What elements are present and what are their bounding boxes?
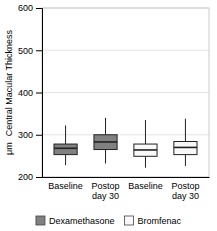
box xyxy=(54,144,77,155)
y-tick-mark xyxy=(36,177,42,178)
legend-item: Dexamethasone xyxy=(36,216,115,226)
x-tick: Postopday 30 xyxy=(171,181,199,201)
x-axis-line xyxy=(43,177,210,178)
x-axis: BaselinePostopday 30BaselinePostopday 30 xyxy=(43,178,210,202)
median xyxy=(134,149,157,151)
legend: Dexamethasone Bromfenac xyxy=(36,216,182,226)
x-tick-label: Baseline xyxy=(128,181,163,191)
whisker-upper xyxy=(105,118,106,135)
y-tick-mark xyxy=(36,135,42,136)
y-tick-label: 300 xyxy=(18,130,33,140)
x-tick-label: Postopday 30 xyxy=(171,181,199,201)
whisker-upper xyxy=(145,120,146,144)
legend-label: Dexamethasone xyxy=(49,216,115,226)
median xyxy=(54,147,77,149)
whisker-upper xyxy=(185,119,186,142)
y-tick-label: 200 xyxy=(18,172,33,182)
series xyxy=(134,119,197,168)
whisker-lower xyxy=(65,155,66,166)
median xyxy=(94,141,117,143)
grid-line xyxy=(42,92,209,93)
legend-label: Bromfenac xyxy=(138,216,182,226)
legend-swatch xyxy=(125,216,134,225)
box xyxy=(174,142,197,155)
x-tick-label-line: day 30 xyxy=(92,191,119,201)
y-tick: 200 xyxy=(18,172,42,182)
x-tick-label-line: Baseline xyxy=(128,181,163,191)
legend-item: Bromfenac xyxy=(125,216,182,226)
x-tick: Postopday 30 xyxy=(92,181,120,201)
y-tick-mark xyxy=(36,8,42,9)
x-tick: Baseline xyxy=(128,181,163,191)
median xyxy=(174,147,197,149)
grid-line xyxy=(42,50,209,51)
y-tick-label: 400 xyxy=(18,88,33,98)
x-tick-label-line: day 30 xyxy=(172,191,199,201)
y-label: Central Macular Thickness μm xyxy=(4,29,14,155)
y-tick: 400 xyxy=(18,88,42,98)
x-tick-label-line: Baseline xyxy=(48,181,83,191)
whisker-lower xyxy=(185,155,186,166)
y-tick-mark xyxy=(36,50,42,51)
chart-root: 200300400500600BaselinePostopday 30Basel… xyxy=(0,0,217,231)
box xyxy=(94,135,117,150)
x-tick-label: Postopday 30 xyxy=(92,181,120,201)
whisker-lower xyxy=(105,150,106,164)
whisker-lower xyxy=(145,156,146,167)
plot-frame xyxy=(42,8,209,177)
x-tick-label-line: Postop xyxy=(171,181,199,191)
grid-line xyxy=(42,134,209,135)
y-axis-line xyxy=(36,9,43,178)
y-tick: 300 xyxy=(18,130,42,140)
box xyxy=(134,144,157,156)
y-tick: 500 xyxy=(18,46,42,56)
y-tick: 600 xyxy=(18,3,42,13)
whisker-upper xyxy=(65,125,66,144)
marks xyxy=(54,118,197,168)
y-tick-mark xyxy=(36,93,42,94)
y-tick-label: 600 xyxy=(18,3,33,13)
y-label-line: Central Macular Thickness xyxy=(4,29,14,136)
x-tick-label-line: Postop xyxy=(92,181,120,191)
y-tick-label: 500 xyxy=(18,46,33,56)
x-tick-label: Baseline xyxy=(48,181,83,191)
legend-swatch xyxy=(36,216,45,225)
y-axis: 200 300 400 500 600 xyxy=(18,3,43,182)
grid xyxy=(42,8,209,177)
series xyxy=(54,118,117,165)
y-label-line: μm xyxy=(4,142,14,155)
x-tick: Baseline xyxy=(48,181,83,191)
